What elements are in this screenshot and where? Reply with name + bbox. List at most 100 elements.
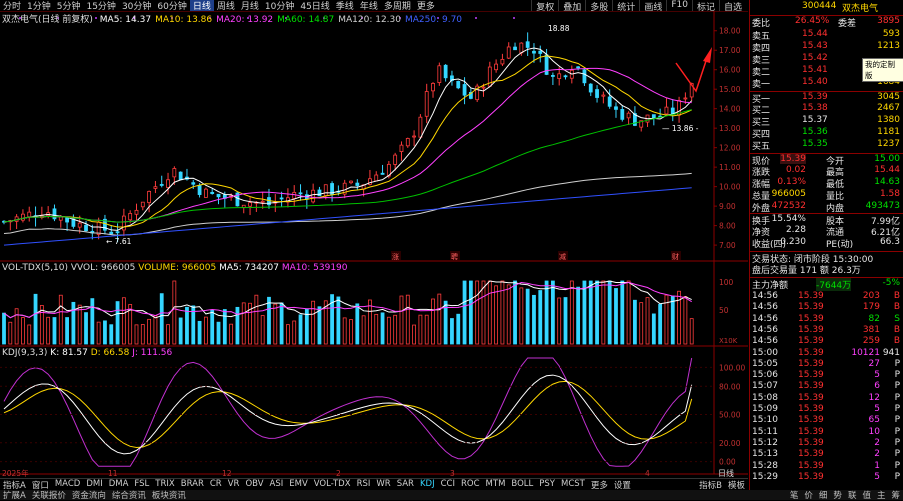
indicator-tab[interactable]: KDJ: [419, 478, 435, 489]
period-tab[interactable]: 多周期: [383, 2, 411, 12]
indicator-tab[interactable]: MCST: [560, 478, 585, 489]
main-flow-pct: -5%: [882, 278, 900, 288]
indicator-tab[interactable]: 更多: [590, 480, 608, 491]
period-tab[interactable]: 30分钟: [121, 2, 152, 12]
indicator-tab[interactable]: MTM: [485, 478, 506, 489]
status-tab[interactable]: 资金流向: [71, 491, 106, 501]
stat-row: 换手 15.54% 股本 7.99亿: [750, 213, 903, 227]
indicator-tab[interactable]: EMV: [289, 478, 308, 489]
detail-tab[interactable]: 笔: [789, 491, 799, 501]
toolbar-button[interactable]: 复权: [531, 0, 558, 13]
period-tab[interactable]: 分时: [3, 2, 22, 12]
candle-body: [538, 50, 543, 54]
indicator-tab[interactable]: ASI: [269, 478, 284, 489]
indicator-tab-right[interactable]: 模板: [727, 480, 745, 491]
volume-bar: [368, 299, 372, 345]
status-tab[interactable]: 关联报价: [31, 491, 66, 501]
volume-unit: X10K: [719, 337, 738, 345]
candle-body: [292, 192, 297, 199]
status-tab[interactable]: 扩展A: [3, 491, 26, 501]
period-tab[interactable]: 年线: [359, 2, 378, 12]
indicator-tab[interactable]: VOL-TDX: [313, 478, 351, 489]
indicator-tab[interactable]: FSL: [134, 478, 150, 489]
volume-bar: [677, 290, 681, 345]
detail-tab[interactable]: 细: [818, 491, 828, 501]
toolbar-button[interactable]: 统计: [612, 0, 639, 13]
candle-body: [140, 201, 145, 208]
indicator-tab[interactable]: MACD: [54, 478, 81, 489]
toolbar-button[interactable]: 画线: [639, 0, 666, 13]
volume-bar: [513, 280, 517, 345]
indicator-tab[interactable]: BOLL: [511, 478, 534, 489]
volume-bar: [658, 303, 663, 345]
candle-body: [633, 113, 637, 126]
period-tab[interactable]: 5分钟: [56, 2, 81, 12]
status-tab[interactable]: 综合资讯: [111, 491, 146, 501]
indicator-tab[interactable]: 指标A: [3, 480, 26, 491]
tick-time: 15:05: [752, 358, 778, 369]
period-tab[interactable]: 45日线: [300, 2, 330, 12]
tick-volume: 12: [868, 392, 880, 403]
indicator-tab[interactable]: VR: [227, 478, 240, 489]
indicator-tab[interactable]: RSI: [356, 478, 371, 489]
info-dot: [19, 17, 21, 19]
stock-chart-canvas[interactable]: 18.00 17.00 16.00 15.00 14.00 13.00 12.00 11.00…: [0, 11, 748, 478]
volume-bar: [620, 280, 625, 345]
period-tab[interactable]: 1分钟: [27, 2, 51, 12]
detail-tab[interactable]: 筹: [891, 491, 900, 501]
candle-body: [557, 73, 562, 79]
indicator-tab[interactable]: SAR: [396, 478, 414, 489]
indicator-tab[interactable]: CR: [209, 478, 222, 489]
weicha-value: 3895: [877, 16, 900, 26]
indicator-tab[interactable]: TRIX: [155, 478, 175, 489]
volume-bar: [323, 300, 328, 345]
volume-bar: [576, 286, 581, 345]
indicator-tab[interactable]: ROC: [461, 478, 480, 489]
ask-label: 卖五: [752, 32, 771, 42]
indicator-tab[interactable]: 窗口: [31, 480, 49, 491]
indicator-tab[interactable]: CCI: [440, 478, 455, 489]
ask-label: 卖二: [752, 68, 771, 78]
volume-bar: [191, 305, 196, 345]
period-tab[interactable]: 15分钟: [86, 2, 116, 12]
tick-row: 15:00 15.39 10121 941: [750, 348, 903, 359]
indicator-tab[interactable]: BRAR: [180, 478, 204, 489]
detail-tab[interactable]: 价: [804, 491, 813, 501]
indicator-tab-right[interactable]: 指标B: [699, 480, 722, 491]
indicator-tab[interactable]: DMI: [86, 478, 103, 489]
indicator-tab[interactable]: WR: [376, 478, 391, 489]
volume-bar: [216, 321, 221, 345]
tick-volume: 381: [862, 324, 880, 335]
detail-tab[interactable]: 势: [833, 491, 842, 501]
period-tab[interactable]: 季线: [335, 2, 354, 12]
period-tab[interactable]: 10分钟: [264, 2, 295, 12]
indicator-tab[interactable]: 设置: [613, 480, 631, 491]
indicator-tab[interactable]: PSY: [539, 478, 555, 489]
volume-bar: [544, 280, 549, 345]
detail-tab[interactable]: 联: [847, 491, 857, 501]
toolbar-button[interactable]: F10: [666, 0, 692, 13]
period-tab[interactable]: 60分钟: [157, 2, 187, 12]
period-tab[interactable]: 周线: [216, 2, 235, 12]
toolbar-button[interactable]: 标记: [691, 0, 719, 13]
status-tab[interactable]: 板块资讯: [151, 491, 186, 501]
period-tab[interactable]: 日线: [189, 0, 214, 12]
stat-value: 0.13%: [777, 177, 806, 187]
ask-label: 卖四: [752, 44, 771, 54]
candle-body: [519, 42, 524, 54]
candle-body: [506, 46, 511, 59]
detail-tab[interactable]: 主: [876, 491, 886, 501]
volume-bar: [241, 302, 246, 345]
candle-body: [393, 154, 398, 165]
period-tab[interactable]: 月线: [240, 2, 259, 12]
toolbar-button[interactable]: 多股: [585, 0, 612, 13]
indicator-tab[interactable]: OBV: [245, 478, 264, 489]
tick-price: 15.39: [798, 302, 824, 313]
toolbar-button[interactable]: 自选: [718, 0, 746, 13]
candle-body: [620, 109, 625, 120]
detail-tab[interactable]: 值: [862, 491, 871, 501]
period-tab[interactable]: 更多: [416, 2, 435, 12]
tick-direction: P: [894, 471, 900, 482]
indicator-tab[interactable]: DMA: [108, 478, 129, 489]
toolbar-button[interactable]: 叠加: [558, 0, 585, 13]
